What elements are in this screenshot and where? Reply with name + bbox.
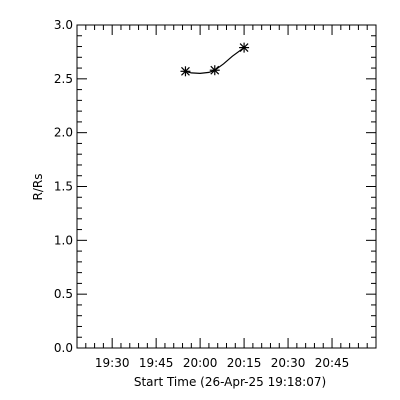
- y-tick-label: 1.5: [54, 180, 73, 194]
- data-point: [239, 42, 250, 53]
- x-tick-label: 20:45: [315, 356, 350, 370]
- x-tick-label: 19:45: [139, 356, 174, 370]
- x-tick-label: 20:15: [227, 356, 262, 370]
- data-point: [209, 65, 220, 76]
- y-tick-label: 0.0: [54, 341, 73, 355]
- x-axis-label: Start Time (26-Apr-25 19:18:07): [134, 375, 326, 389]
- y-tick-label: 2.0: [54, 126, 73, 140]
- ticks: [76, 24, 377, 349]
- x-tick-label: 19:30: [95, 356, 130, 370]
- plot-frame: [76, 24, 377, 349]
- y-tick-label: 1.0: [54, 233, 73, 247]
- x-tick-label: 20:30: [271, 356, 306, 370]
- fit-curve: [185, 47, 245, 75]
- asterisk-stroke: [181, 66, 190, 76]
- y-tick-label: 0.5: [54, 287, 73, 301]
- y-tick-label: 3.0: [54, 18, 73, 32]
- asterisk-stroke: [239, 43, 249, 53]
- y-tick-label: 2.5: [54, 72, 73, 86]
- data-point: [180, 66, 191, 77]
- y-axis-label: R/Rs: [31, 174, 45, 201]
- x-tick-label: 20:00: [183, 356, 218, 370]
- asterisk-stroke: [210, 65, 220, 75]
- tick-labels: 0.0 0.5 1.0 1.5 2.0 2.5 3.0 19:30 19:45 20:00 20:1…: [54, 18, 349, 370]
- data-points: [180, 42, 250, 77]
